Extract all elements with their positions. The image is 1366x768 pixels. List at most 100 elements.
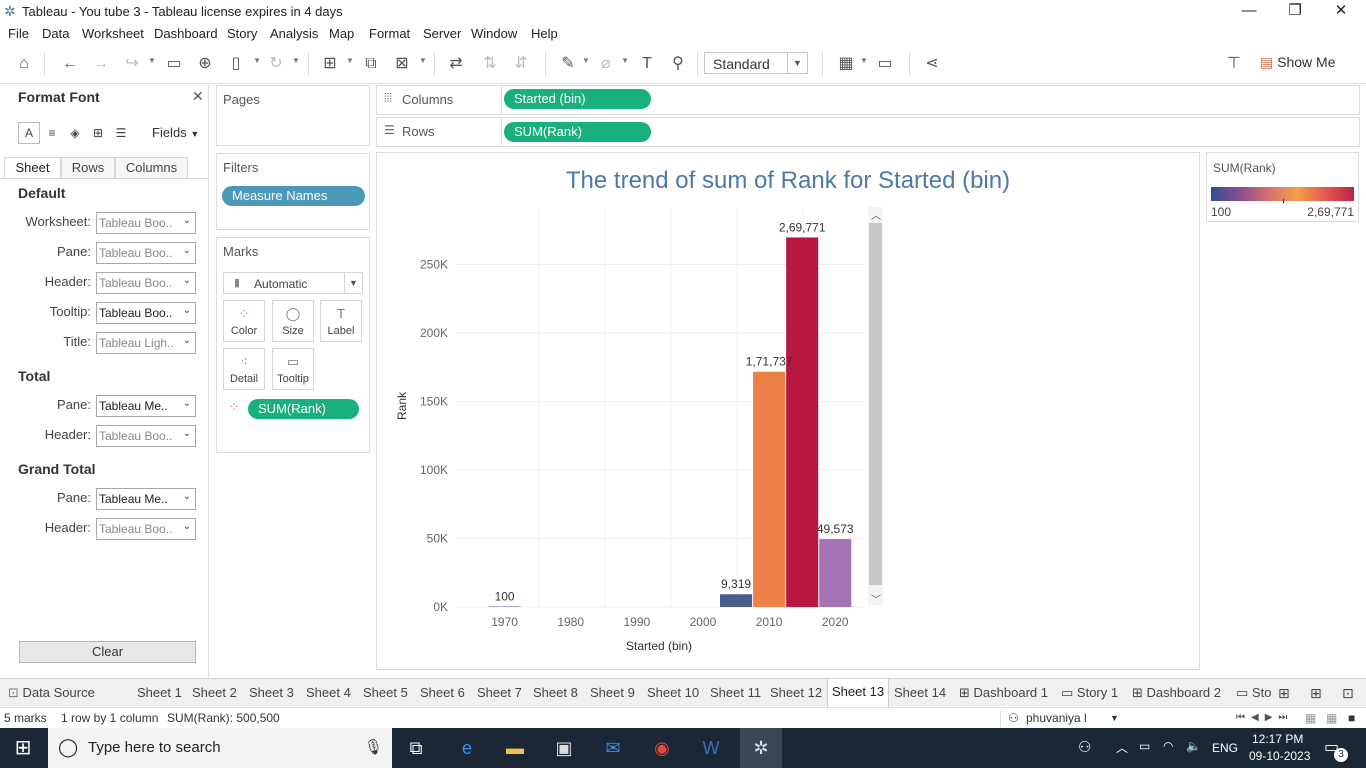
menu-analysis[interactable]: Analysis [270,26,319,41]
taskbar-search[interactable]: ◯ Type here to search 🎙 [48,728,392,768]
tab-data-source[interactable]: ⊡ Data Source [8,685,95,701]
tab-dashboard-2[interactable]: ⊞ Dashboard 2 [1132,685,1221,701]
tab-sheet-7[interactable]: Sheet 7 [477,685,522,700]
share-icon[interactable]: ⋖ [925,55,939,72]
grand-total-pane-font-select[interactable]: Tableau Me.. ⌄ [96,488,196,510]
pages-card[interactable]: Pages [216,85,370,146]
columns-pill-started-bin[interactable]: Started (bin) [504,89,651,109]
volume-icon[interactable]: 🔈 [1186,739,1201,753]
redo-icon[interactable]: → [93,55,109,72]
sort-ascending-icon[interactable]: ⇅ [483,55,497,72]
file-explorer-icon[interactable]: ▬ [506,738,524,758]
undo-icon[interactable]: ← [62,55,78,72]
scroll-down-icon[interactable]: ﹀ [871,594,881,606]
columns-shelf[interactable]: ⦙⦙⦙ Columns Started (bin) [376,85,1360,115]
fix-axes-icon[interactable]: ⚲ [672,55,684,72]
tab-dashboard-1[interactable]: ⊞ Dashboard 1 [959,685,1048,701]
replay-icon[interactable]: ↪ [125,55,139,72]
label-button[interactable]: T Label [320,300,362,342]
fit-dropdown[interactable]: Standard ▼ [704,52,808,74]
rows-pill-sum-rank[interactable]: SUM(Rank) [504,122,651,142]
new-worksheet-tab-icon[interactable]: ⊞ [1278,685,1290,701]
clear-button[interactable]: Clear [19,641,196,663]
people-icon[interactable]: ⚇ [1078,739,1092,756]
detail-button[interactable]: ⁖ Detail [223,348,265,390]
restore-button[interactable]: ❐ [1288,2,1302,19]
windows-start-icon[interactable]: ⊞ [14,737,32,759]
tab-sheet-3[interactable]: Sheet 3 [249,685,294,700]
alignment-icon[interactable]: ≡ [48,126,56,140]
rows-shelf[interactable]: ☰ Rows SUM(Rank) [376,117,1360,147]
menu-story[interactable]: Story [227,26,258,41]
total-pane-font-select[interactable]: Tableau Me.. ⌄ [96,395,196,417]
bar-2010[interactable] [753,371,786,607]
store-icon[interactable]: ▣ [555,738,573,758]
show-cards-icon[interactable]: ▦ [838,55,854,72]
borders-icon[interactable]: ⊞ [92,126,104,140]
tab-sheet-5[interactable]: Sheet 5 [363,685,408,700]
wifi-icon[interactable]: ◠ [1163,739,1174,753]
tab-columns[interactable]: Columns [115,157,188,179]
chrome-icon[interactable]: ◉ [654,738,670,758]
tray-chevron-icon[interactable]: ︿ [1116,741,1129,755]
pause-updates-icon[interactable]: ▯ [231,55,241,72]
tooltip-button[interactable]: ▭ Tooltip [272,348,314,390]
clock-time[interactable]: 12:17 PM [1252,732,1304,746]
title-font-select[interactable]: Tableau Ligh.. ⌄ [96,332,196,354]
bar-1970[interactable] [488,606,521,608]
color-button[interactable]: ⁘ Color [223,300,265,342]
clear-sheet-icon[interactable]: ⊠ [395,55,409,72]
mark-type-dropdown[interactable]: ▮ Automatic ▼ [223,272,363,294]
font-icon[interactable]: A [18,122,40,144]
tab-sheet-2[interactable]: Sheet 2 [192,685,237,700]
tab-story-2[interactable]: ▭ Sto [1236,685,1272,701]
show-tabs-icon[interactable]: ■ [1348,711,1356,725]
lines-icon[interactable]: ☰ [115,126,127,140]
menu-format[interactable]: Format [369,26,411,41]
scrollbar-thumb[interactable] [869,223,882,585]
size-button[interactable]: ◯ Size [272,300,314,342]
new-worksheet-icon[interactable]: ⊞ [323,55,337,72]
fields-dropdown[interactable]: Fields ▼ [152,125,199,140]
sort-descending-icon[interactable]: ⇵ [514,55,528,72]
menu-file[interactable]: File [8,26,29,41]
bar-2005[interactable] [720,594,753,607]
menu-help[interactable]: Help [531,26,558,41]
show-sheet-sorter-icon[interactable]: ▦ [1326,711,1338,725]
show-me-button[interactable]: ▤ Show Me [1260,54,1335,71]
presentation-mode-icon[interactable]: ▭ [877,55,893,72]
tab-sheet-12[interactable]: Sheet 12 [770,685,823,700]
tab-sheet-4[interactable]: Sheet 4 [306,685,351,700]
tableau-taskbar-icon[interactable]: ✲ [740,728,782,768]
tab-sheet[interactable]: Sheet [4,157,61,179]
highlight-icon[interactable]: ✎ [561,55,575,72]
bar-2015[interactable] [786,237,819,607]
scroll-up-icon[interactable]: ︿ [871,211,881,222]
total-header-font-select[interactable]: Tableau Boo.. ⌄ [96,425,196,447]
worksheet-font-select[interactable]: Tableau Boo.. ⌄ [96,212,196,234]
new-dashboard-tab-icon[interactable]: ⊞ [1310,685,1322,701]
refresh-icon[interactable]: ↻ [269,55,283,72]
show-filmstrip-icon[interactable]: ▦ [1305,711,1317,725]
close-icon[interactable]: ✕ [192,88,204,104]
tab-sheet-11[interactable]: Sheet 11 [710,685,762,700]
clock-date[interactable]: 09-10-2023 [1249,749,1311,763]
battery-icon[interactable]: ▭ [1139,739,1151,753]
tab-sheet-10[interactable]: Sheet 10 [647,685,700,700]
filters-card[interactable]: Filters Measure Names [216,153,370,230]
color-legend[interactable]: SUM(Rank) 100 2,69,771 [1206,152,1359,222]
tab-sheet-8[interactable]: Sheet 8 [533,685,578,700]
tooltip-font-select[interactable]: Tableau Boo.. ⌄ [96,302,196,324]
tab-sheet-14[interactable]: Sheet 14 [894,685,947,700]
swap-rows-columns-icon[interactable]: ⇄ [449,55,463,72]
chevron-down-icon[interactable]: ▼ [1110,713,1119,723]
show-mark-labels-icon[interactable]: T [642,55,652,72]
save-icon[interactable]: ▭ [166,55,182,72]
tab-sheet-6[interactable]: Sheet 6 [420,685,465,700]
menu-window[interactable]: Window [471,26,518,41]
filter-pill-measure-names[interactable]: Measure Names [222,186,365,206]
close-button[interactable]: ✕ [1334,2,1348,19]
shading-icon[interactable]: ◈ [70,126,80,140]
pane-font-select[interactable]: Tableau Boo.. ⌄ [96,242,196,264]
menu-data[interactable]: Data [42,26,70,41]
